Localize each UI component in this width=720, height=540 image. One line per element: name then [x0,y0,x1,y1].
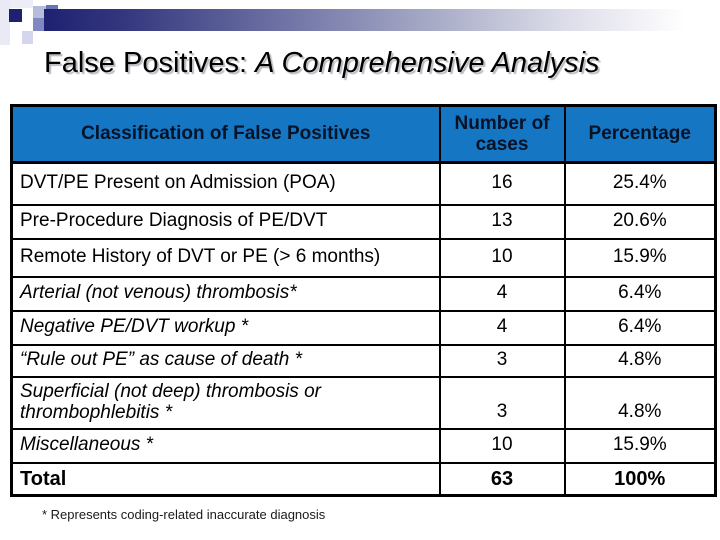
table-row: Arterial (not venous) thrombosis* 4 6.4% [10,275,717,312]
table-row: “Rule out PE” as cause of death * 3 4.8% [10,343,717,378]
false-positives-table: Classification of False Positives Number… [10,104,717,497]
row-label: Arterial (not venous) thrombosis* [10,275,441,312]
header-gradient-bar [44,9,712,31]
row-cases: 63 [438,461,566,497]
table-row: DVT/PE Present on Admission (POA) 16 25.… [10,161,717,206]
row-cases: 10 [438,237,566,278]
slide-title-emphasis: A Comprehensive Analysis [255,47,600,79]
row-label: Miscellaneous * [10,427,441,464]
pixel-square [33,18,46,31]
row-percentage: 6.4% [563,309,717,346]
pixel-square [0,0,10,45]
row-cases: 13 [438,203,566,240]
slide-corner-decoration [0,0,720,45]
row-cases: 10 [438,427,566,464]
row-cases: 3 [438,375,566,430]
row-cases: 16 [438,161,566,206]
table-row: Miscellaneous * 10 15.9% [10,427,717,464]
row-cases: 3 [438,343,566,378]
row-percentage: 20.6% [563,203,717,240]
row-percentage: 6.4% [563,275,717,312]
row-label: Negative PE/DVT workup * [10,309,441,346]
table-row: Superficial (not deep) thrombosis or thr… [10,375,717,430]
pixel-square [9,9,22,22]
row-label: Superficial (not deep) thrombosis or thr… [10,375,441,430]
table-row: Negative PE/DVT workup * 4 6.4% [10,309,717,346]
row-label: DVT/PE Present on Admission (POA) [10,161,441,206]
pixel-square [33,6,46,18]
row-percentage: 15.9% [563,427,717,464]
slide-title-prefix: False Positives: [44,47,256,79]
column-header-classification: Classification of False Positives [10,104,441,164]
table-row: Remote History of DVT or PE (> 6 months)… [10,237,717,278]
row-label: “Rule out PE” as cause of death * [10,343,441,378]
column-header-percentage: Percentage [563,104,717,164]
row-label: Remote History of DVT or PE (> 6 months) [10,237,441,278]
table-row-total: Total 63 100% [10,461,717,497]
row-label: Total [10,461,441,497]
pixel-square [22,31,33,44]
pixel-square [10,0,33,8]
row-cases: 4 [438,275,566,312]
row-percentage: 25.4% [563,161,717,206]
row-percentage: 4.8% [563,343,717,378]
row-percentage: 100% [563,461,717,497]
row-cases: 4 [438,309,566,346]
footnote: * Represents coding-related inaccurate d… [42,507,326,522]
row-percentage: 15.9% [563,237,717,278]
table-row: Pre-Procedure Diagnosis of PE/DVT 13 20.… [10,203,717,240]
slide-title: False Positives: A Comprehensive Analysi… [44,47,704,80]
row-label: Pre-Procedure Diagnosis of PE/DVT [10,203,441,240]
column-header-cases: Number of cases [438,104,566,164]
table-header-row: Classification of False Positives Number… [10,104,717,164]
row-percentage: 4.8% [563,375,717,430]
